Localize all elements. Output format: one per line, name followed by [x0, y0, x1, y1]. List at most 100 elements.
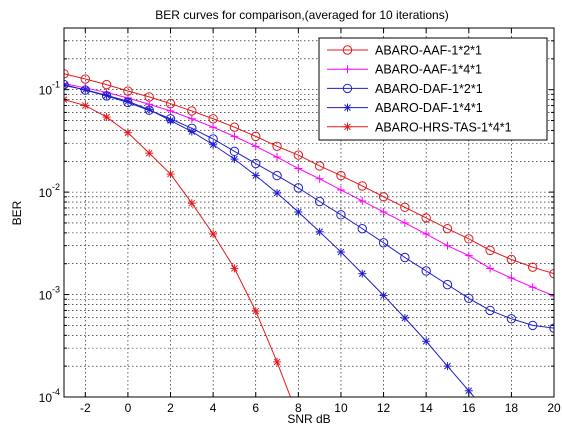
data-point [506, 254, 517, 265]
data-point [379, 207, 388, 216]
legend: ABARO-AAF-1*2*1 ABARO-AAF-1*4*1 ABARO-DAF-… [318, 37, 548, 141]
data-point [528, 283, 537, 292]
data-point [293, 183, 304, 193]
data-point-arm [344, 104, 351, 111]
data-point [187, 114, 196, 123]
data-point-arm [103, 113, 110, 121]
y-axis-label: BER [10, 200, 24, 225]
y-tick-label-exponent: -4 [52, 387, 60, 397]
data-point [400, 314, 409, 323]
data-point-arm [273, 358, 281, 366]
data-point [464, 251, 473, 260]
x-tick-label: 6 [252, 401, 259, 415]
y-tick-label-exponent: -3 [52, 285, 60, 295]
data-point [442, 223, 453, 234]
data-point [251, 142, 260, 151]
legend-box [318, 37, 548, 141]
data-point [506, 314, 517, 324]
data-point-arm [64, 98, 68, 103]
legend-entry: ABARO-HRS-TAS-1*4*1 [327, 120, 512, 134]
data-point [343, 65, 352, 74]
x-tick-label: 18 [505, 401, 519, 415]
series-abaro-hrs-tas-1-4-1 [64, 95, 292, 397]
data-point [230, 264, 239, 273]
y-tick-label: 10 -3 [39, 285, 60, 303]
data-point [272, 170, 282, 181]
data-point-arm [344, 123, 351, 131]
legend-entry: ABARO-DAF-1*4*1 [327, 101, 483, 115]
data-point [357, 223, 367, 234]
data-point [486, 264, 495, 273]
data-point-arm [145, 106, 153, 113]
data-point [294, 164, 303, 173]
y-tick-label-base: 10 [39, 289, 53, 303]
data-point [64, 81, 68, 90]
y-tick-label-base: 10 [39, 186, 53, 200]
data-point [485, 245, 495, 256]
data-point [422, 337, 431, 346]
series-line [64, 82, 554, 297]
data-point [251, 158, 261, 169]
data-point [273, 189, 282, 198]
data-point [378, 238, 389, 248]
data-point [400, 252, 410, 263]
x-tick-label: -2 [80, 401, 91, 415]
data-point [443, 241, 452, 250]
data-point [166, 106, 175, 115]
data-point-arm [273, 189, 281, 197]
legend-label: ABARO-AAF-1*4*1 [375, 63, 482, 77]
data-point-arm [209, 230, 217, 238]
data-point [343, 103, 352, 112]
data-point-arm [444, 362, 451, 370]
data-point-arm [81, 86, 89, 94]
x-tick-label: 12 [377, 401, 391, 415]
data-point [208, 114, 218, 124]
data-point [272, 141, 282, 152]
data-point [464, 293, 474, 303]
x-tick-label: 16 [462, 401, 476, 415]
data-point [314, 161, 325, 171]
data-point-arm [401, 314, 409, 322]
data-point [251, 131, 261, 142]
y-tick-labels: 10-410-310-210-1 [39, 80, 60, 405]
x-tick-label: 8 [295, 401, 302, 415]
data-point [527, 320, 538, 331]
data-point [81, 85, 90, 94]
data-point-arm [231, 155, 238, 163]
data-point [230, 132, 239, 141]
data-point [421, 213, 431, 223]
data-point-arm [294, 208, 302, 216]
data-point [209, 230, 218, 239]
data-point [64, 69, 69, 79]
y-tick-label-base: 10 [39, 84, 53, 98]
data-point-arm [231, 265, 238, 272]
data-point [336, 210, 346, 220]
data-point [80, 74, 91, 84]
data-point [378, 192, 389, 202]
data-point [64, 79, 69, 90]
data-point [314, 196, 325, 207]
data-point [209, 123, 218, 132]
data-point [251, 171, 260, 180]
legend-label: ABARO-AAF-1*2*1 [375, 44, 482, 58]
data-point [443, 362, 452, 371]
legend-label: ABARO-DAF-1*2*1 [375, 82, 483, 96]
data-point-arm [252, 172, 260, 179]
data-point [464, 386, 473, 395]
legend-label: ABARO-DAF-1*4*1 [375, 101, 483, 115]
data-point [123, 128, 132, 137]
data-point [485, 305, 495, 316]
legend-label: ABARO-HRS-TAS-1*4*1 [375, 120, 512, 134]
data-point-arm [124, 97, 132, 105]
data-point-arm [124, 129, 132, 137]
y-tick-label: 10 -4 [39, 387, 60, 405]
data-point [315, 227, 324, 236]
data-point-arm [145, 149, 153, 157]
data-point-arm [64, 96, 68, 101]
x-tick-label: 20 [547, 401, 561, 415]
data-point [486, 411, 494, 419]
data-point [527, 262, 538, 272]
data-point [342, 45, 353, 55]
